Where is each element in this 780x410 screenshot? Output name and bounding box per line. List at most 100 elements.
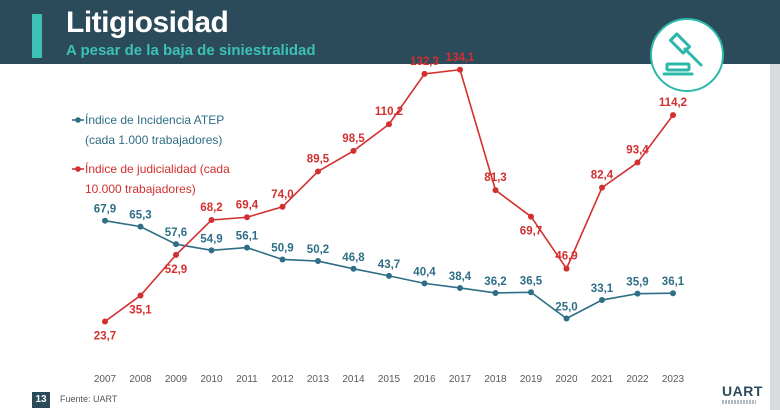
x-tick-label: 2023 bbox=[662, 374, 685, 385]
data-label-atep: 35,9 bbox=[626, 277, 648, 289]
data-point-judicial bbox=[457, 66, 463, 73]
data-label-atep: 65,3 bbox=[129, 210, 151, 222]
x-tick-label: 2012 bbox=[271, 374, 294, 385]
data-point-atep bbox=[208, 247, 215, 254]
source-note: Fuente: UART bbox=[60, 394, 118, 404]
legend-marker-atep bbox=[75, 117, 81, 123]
data-label-atep: 43,7 bbox=[378, 259, 400, 271]
legend-label-judicial: Índice de judicialidad (cada bbox=[85, 161, 230, 176]
data-label-judicial: 110,2 bbox=[375, 106, 403, 118]
data-point-judicial bbox=[244, 214, 250, 221]
data-point-atep bbox=[137, 223, 144, 230]
data-point-judicial bbox=[208, 217, 215, 224]
data-label-atep: 36,5 bbox=[520, 275, 543, 287]
data-label-atep: 33,1 bbox=[591, 283, 614, 295]
data-label-judicial: 81,3 bbox=[484, 172, 506, 184]
data-label-atep: 50,2 bbox=[307, 244, 329, 256]
data-label-judicial: 93,4 bbox=[626, 145, 649, 157]
page-title: Litigiosidad bbox=[66, 6, 229, 39]
logo-underline bbox=[722, 400, 756, 404]
data-point-atep bbox=[279, 256, 286, 263]
data-point-atep bbox=[634, 290, 641, 297]
data-point-judicial bbox=[386, 121, 392, 128]
data-label-atep: 36,2 bbox=[484, 276, 506, 288]
data-point-judicial bbox=[315, 168, 321, 175]
legend-marker-judicial bbox=[75, 166, 81, 172]
data-label-atep: 38,4 bbox=[449, 271, 472, 283]
data-label-judicial: 69,4 bbox=[236, 199, 259, 211]
logo-text: UART bbox=[722, 383, 763, 399]
data-label-atep: 67,9 bbox=[94, 204, 116, 216]
data-label-atep: 36,1 bbox=[662, 276, 685, 288]
data-point-judicial bbox=[634, 159, 641, 166]
data-point-judicial bbox=[528, 213, 534, 220]
x-tick-label: 2008 bbox=[129, 374, 152, 385]
data-point-judicial bbox=[137, 292, 144, 299]
data-point-judicial bbox=[279, 203, 286, 210]
x-tick-label: 2021 bbox=[591, 374, 614, 385]
data-point-atep bbox=[457, 284, 463, 291]
x-tick-label: 2013 bbox=[307, 374, 330, 385]
data-point-judicial bbox=[492, 187, 499, 194]
data-point-judicial bbox=[670, 112, 676, 119]
data-label-judicial: 98,5 bbox=[342, 133, 365, 145]
legend-label-atep: (cada 1.000 trabajadores) bbox=[85, 133, 222, 147]
header-bar: Litigiosidad A pesar de la baja de sinie… bbox=[0, 0, 780, 64]
data-label-judicial: 69,7 bbox=[520, 226, 542, 238]
x-tick-label: 2019 bbox=[520, 374, 543, 385]
legend-label-atep: Índice de Incidencia ATEP bbox=[85, 112, 224, 127]
data-label-judicial: 89,5 bbox=[307, 153, 330, 165]
x-tick-label: 2015 bbox=[378, 374, 401, 385]
data-point-atep bbox=[386, 272, 392, 279]
data-label-atep: 54,9 bbox=[200, 233, 222, 245]
data-point-atep bbox=[670, 290, 676, 297]
data-point-atep bbox=[563, 315, 570, 322]
x-tick-label: 2014 bbox=[342, 374, 365, 385]
legend-label-judicial: 10.000 trabajadores) bbox=[85, 182, 196, 196]
gavel-icon bbox=[650, 18, 724, 92]
data-point-judicial bbox=[102, 318, 108, 325]
data-label-judicial: 114,2 bbox=[659, 97, 687, 109]
data-point-atep bbox=[102, 217, 108, 224]
data-label-judicial: 68,2 bbox=[200, 202, 222, 214]
data-point-atep bbox=[599, 297, 605, 304]
data-label-judicial: 35,1 bbox=[129, 304, 152, 316]
data-point-judicial bbox=[173, 251, 179, 258]
data-label-atep: 25,0 bbox=[555, 302, 577, 314]
data-point-atep bbox=[315, 258, 321, 265]
data-point-atep bbox=[173, 241, 179, 248]
data-label-judicial: 52,9 bbox=[165, 264, 187, 276]
data-label-atep: 50,9 bbox=[271, 242, 293, 254]
x-tick-label: 2018 bbox=[484, 374, 507, 385]
x-tick-label: 2016 bbox=[413, 374, 436, 385]
data-label-judicial: 132,3 bbox=[410, 56, 439, 68]
x-tick-label: 2017 bbox=[449, 374, 472, 385]
data-point-judicial bbox=[599, 184, 605, 191]
data-point-atep bbox=[492, 289, 499, 296]
x-tick-label: 2011 bbox=[236, 374, 258, 385]
x-tick-label: 2020 bbox=[555, 374, 578, 385]
slide-edge bbox=[770, 64, 780, 410]
data-point-judicial bbox=[350, 147, 357, 154]
data-label-judicial: 23,7 bbox=[94, 330, 116, 342]
page-number: 13 bbox=[32, 392, 50, 408]
data-point-atep bbox=[421, 280, 428, 287]
data-point-judicial bbox=[563, 265, 570, 272]
data-point-atep bbox=[528, 289, 534, 296]
data-label-judicial: 134,1 bbox=[446, 52, 475, 64]
x-tick-label: 2009 bbox=[165, 374, 188, 385]
data-label-judicial: 46,9 bbox=[555, 251, 577, 263]
x-tick-label: 2022 bbox=[626, 374, 649, 385]
data-label-atep: 57,6 bbox=[165, 227, 187, 239]
x-tick-label: 2010 bbox=[200, 374, 223, 385]
data-point-atep bbox=[244, 244, 250, 251]
data-label-judicial: 82,4 bbox=[591, 170, 614, 182]
title-accent-bar bbox=[32, 14, 42, 58]
uart-logo: UART bbox=[722, 383, 763, 404]
data-label-atep: 40,4 bbox=[413, 266, 436, 278]
data-label-atep: 56,1 bbox=[236, 231, 259, 243]
data-label-atep: 46,8 bbox=[342, 252, 365, 264]
data-point-judicial bbox=[421, 70, 428, 77]
page-subtitle: A pesar de la baja de siniestralidad bbox=[66, 42, 316, 59]
